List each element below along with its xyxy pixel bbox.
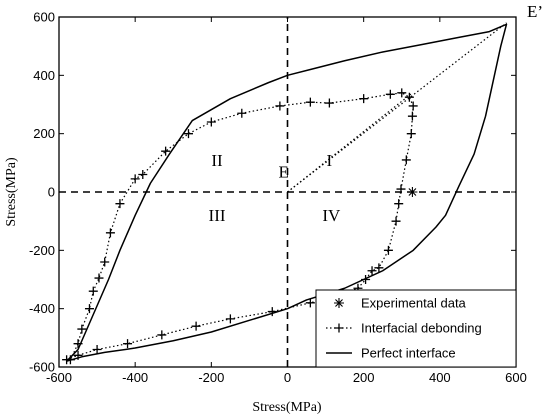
series-point-interfacial-debonding-12 bbox=[183, 129, 193, 139]
legend-item-experimental-data: Experimental data bbox=[334, 296, 467, 311]
series-point-interfacial-debonding-7 bbox=[105, 228, 115, 238]
legend: Experimental data Interfacial debonding Pe… bbox=[315, 289, 517, 368]
series-point-interfacial-debonding-37 bbox=[225, 314, 235, 324]
series-point-interfacial-debonding-30 bbox=[374, 263, 384, 273]
series-interfacial-debonding bbox=[62, 88, 418, 365]
legend-label-experimental-data: Experimental data bbox=[361, 296, 467, 311]
x-tick-label-1: -400 bbox=[122, 370, 148, 385]
y-tick-label-1: -400 bbox=[29, 301, 55, 316]
series-point-interfacial-debonding-23 bbox=[407, 111, 417, 121]
x-tick-label-3: 0 bbox=[284, 370, 291, 385]
series-point-interfacial-debonding-18 bbox=[359, 94, 369, 104]
x-tick-label-0: -600 bbox=[46, 370, 72, 385]
y-tick-label-4: 200 bbox=[33, 126, 55, 141]
point-label-1: E’ bbox=[527, 2, 543, 21]
ticks: -600 -400 -200 0 200 400 600 -600 -400 -200 0 200 40… bbox=[29, 10, 527, 386]
series-point-interfacial-debonding-25 bbox=[401, 155, 411, 165]
series-point-interfacial-debonding-36 bbox=[267, 307, 277, 317]
series-point-interfacial-debonding-38 bbox=[191, 321, 201, 331]
series-point-interfacial-debonding-28 bbox=[391, 216, 401, 226]
y-tick-label-6: 600 bbox=[33, 10, 55, 25]
series-point-experimental-data-0 bbox=[407, 187, 418, 197]
series-experimental-data bbox=[407, 187, 418, 197]
legend-marker-experimental-data bbox=[334, 298, 344, 308]
series-point-interfacial-debonding-20 bbox=[397, 88, 407, 98]
region-label-2: III bbox=[209, 206, 226, 225]
region-label-0: I bbox=[327, 151, 333, 170]
series-point-interfacial-debonding-11 bbox=[161, 146, 171, 156]
series-point-interfacial-debonding-4 bbox=[88, 286, 98, 296]
series-point-interfacial-debonding-26 bbox=[396, 184, 406, 194]
legend-item-interfacial-debonding: Interfacial debonding bbox=[326, 321, 482, 336]
series-point-interfacial-debonding-14 bbox=[237, 108, 247, 118]
y-tick-label-3: 0 bbox=[48, 185, 55, 200]
series-point-interfacial-debonding-31 bbox=[367, 266, 377, 276]
x-tick-label-2: -200 bbox=[198, 370, 224, 385]
series-perfect-interface bbox=[66, 23, 508, 362]
series-point-interfacial-debonding-40 bbox=[123, 339, 133, 349]
series-point-interfacial-debonding-15 bbox=[275, 101, 285, 111]
legend-label-interfacial-debonding: Interfacial debonding bbox=[361, 321, 482, 336]
x-tick-label-6: 600 bbox=[505, 370, 527, 385]
series-line-perfect-interface bbox=[66, 23, 508, 362]
series-point-interfacial-debonding-27 bbox=[394, 199, 404, 209]
legend-box bbox=[315, 289, 517, 368]
y-tick-label-2: -200 bbox=[29, 243, 55, 258]
series-point-interfacial-debonding-9 bbox=[130, 174, 140, 184]
region-label-3: IV bbox=[322, 206, 341, 225]
point-label-0: E bbox=[278, 162, 288, 181]
y-tick-label-5: 400 bbox=[33, 68, 55, 83]
x-tick-label-4: 200 bbox=[353, 370, 375, 385]
series-point-interfacial-debonding-41 bbox=[92, 345, 102, 354]
series-point-interfacial-debonding-35 bbox=[305, 298, 315, 308]
series-point-interfacial-debonding-24 bbox=[406, 129, 416, 139]
x-tick-label-5: 400 bbox=[429, 370, 451, 385]
y-axis-title: Stress(MPa) bbox=[4, 157, 19, 227]
series-point-interfacial-debonding-29 bbox=[383, 245, 393, 255]
series-point-interfacial-debonding-19 bbox=[385, 89, 395, 99]
series-point-interfacial-debonding-16 bbox=[305, 97, 315, 107]
series-point-interfacial-debonding-17 bbox=[324, 98, 334, 108]
y-tick-label-0: -600 bbox=[29, 360, 55, 375]
series-point-interfacial-debonding-10 bbox=[138, 170, 148, 179]
series-layer bbox=[62, 23, 508, 365]
series-point-interfacial-debonding-2 bbox=[77, 324, 87, 334]
series-point-interfacial-debonding-3 bbox=[84, 304, 94, 314]
legend-item-perfect-interface: Perfect interface bbox=[326, 346, 456, 361]
series-point-interfacial-debonding-13 bbox=[206, 117, 216, 127]
legend-label-perfect-interface: Perfect interface bbox=[361, 346, 456, 361]
series-point-interfacial-debonding-5 bbox=[94, 273, 104, 283]
legend-marker-interfacial-debonding bbox=[334, 323, 344, 333]
reference-line-1 bbox=[287, 92, 413, 193]
series-point-interfacial-debonding-8 bbox=[115, 199, 125, 209]
series-line-interfacial-debonding bbox=[66, 92, 414, 361]
series-point-interfacial-debonding-6 bbox=[100, 257, 110, 267]
series-point-interfacial-debonding-21 bbox=[404, 92, 414, 102]
series-point-interfacial-debonding-22 bbox=[408, 101, 418, 111]
region-label-1: II bbox=[211, 151, 223, 170]
series-point-interfacial-debonding-39 bbox=[157, 330, 167, 340]
x-axis-title: Stress(MPa) bbox=[252, 400, 322, 415]
